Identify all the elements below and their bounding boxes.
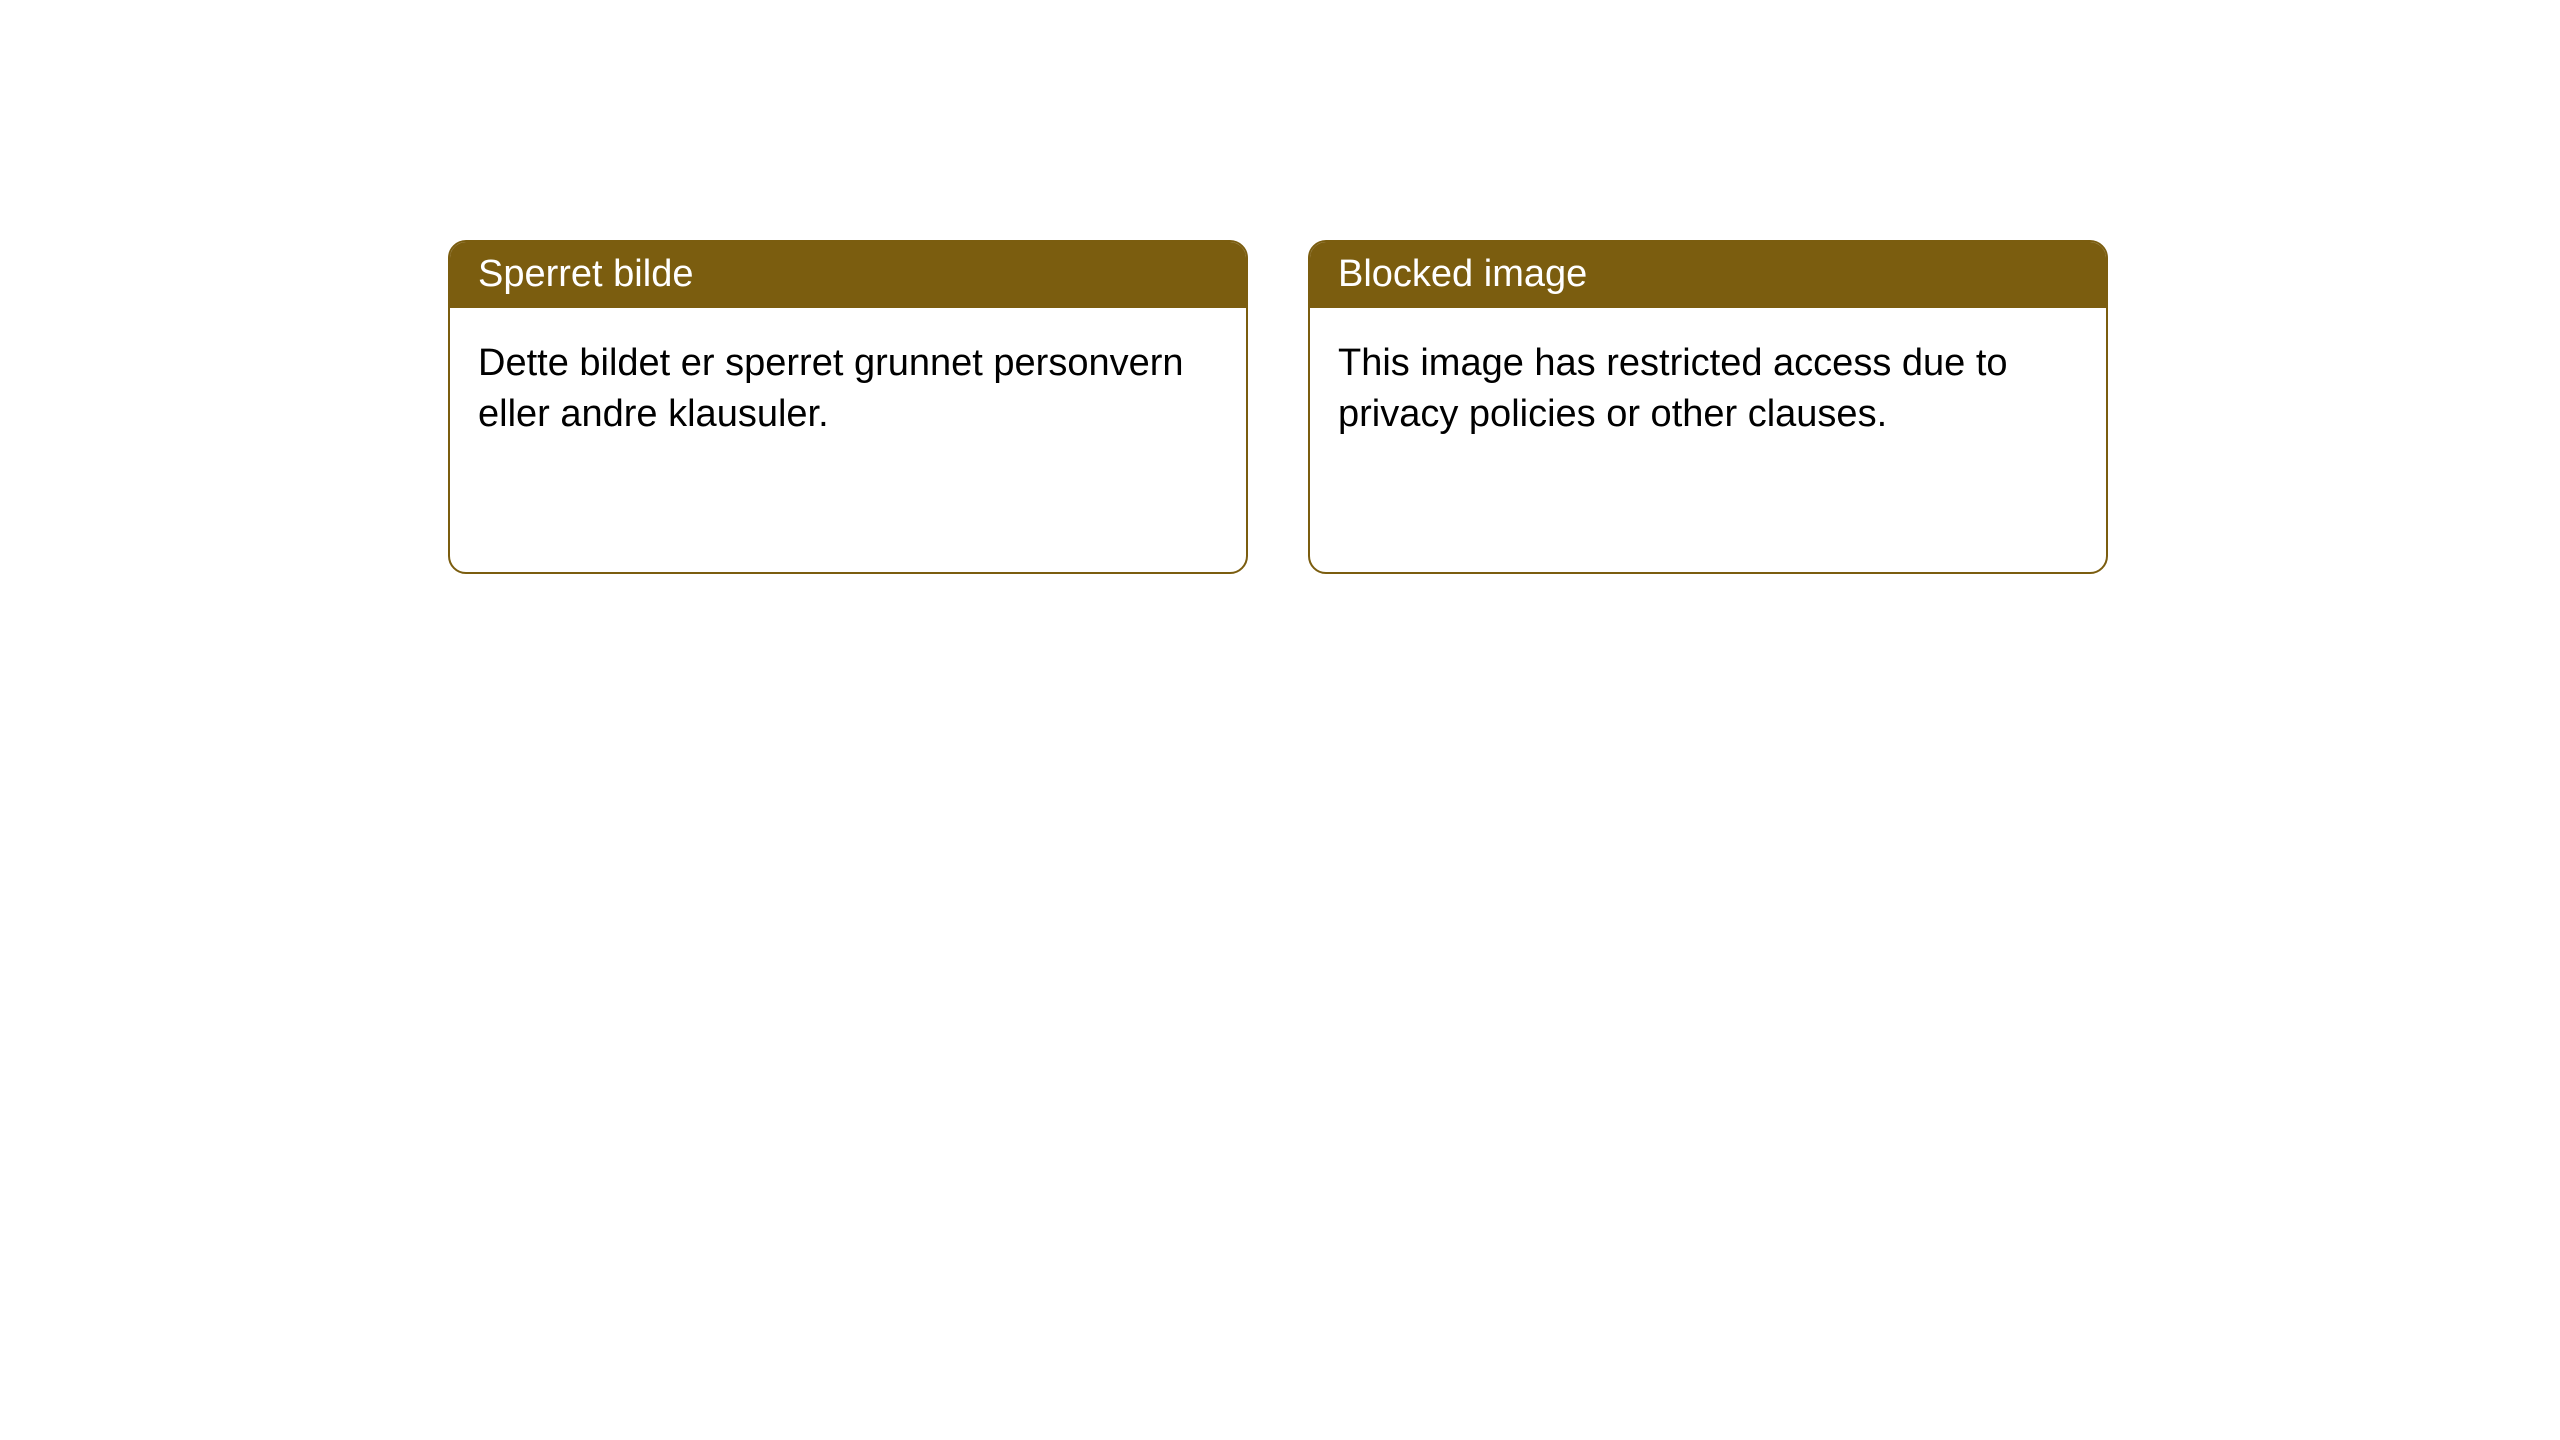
notice-header: Blocked image [1310, 242, 2106, 308]
notice-card-norwegian: Sperret bilde Dette bildet er sperret gr… [448, 240, 1248, 574]
notice-title: Blocked image [1338, 253, 1587, 295]
notice-container: Sperret bilde Dette bildet er sperret gr… [448, 240, 2108, 574]
notice-body-text: Dette bildet er sperret grunnet personve… [478, 342, 1184, 435]
notice-body: Dette bildet er sperret grunnet personve… [450, 308, 1246, 471]
notice-body-text: This image has restricted access due to … [1338, 342, 2008, 435]
notice-body: This image has restricted access due to … [1310, 308, 2106, 471]
notice-header: Sperret bilde [450, 242, 1246, 308]
notice-title: Sperret bilde [478, 253, 693, 295]
notice-card-english: Blocked image This image has restricted … [1308, 240, 2108, 574]
